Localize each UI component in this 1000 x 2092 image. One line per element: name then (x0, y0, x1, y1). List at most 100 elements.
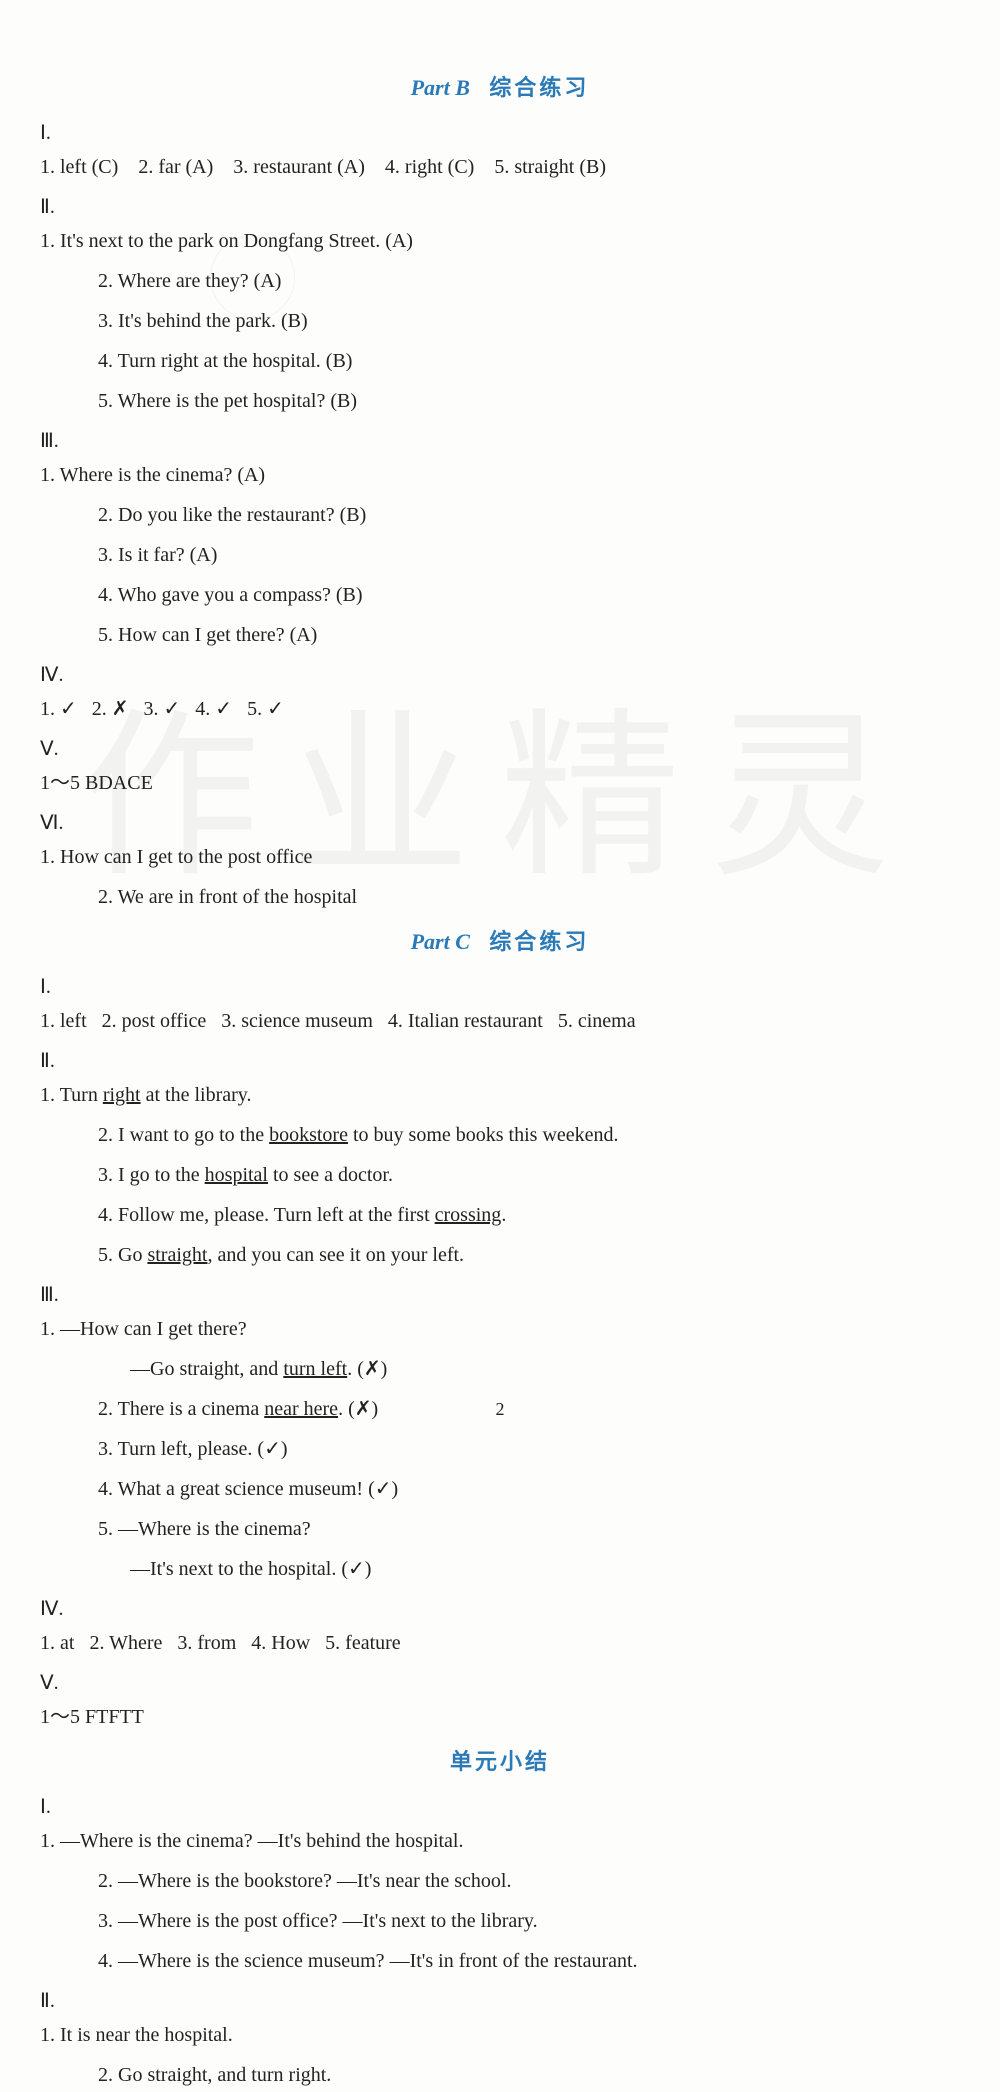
sum-s2-line1: Ⅱ. 1. It is near the hospital. (40, 1984, 960, 2052)
b-s2-i0: 1. It's next to the park on Dongfang Str… (40, 224, 920, 258)
c-s2-i2-u: hospital (205, 1164, 268, 1186)
c-s3-i4b-text: —It's next to the hospital. ( (130, 1558, 348, 1580)
check-icon (164, 698, 181, 720)
c-s2-i3: 4. Follow me, please. Turn left at the f… (98, 1198, 960, 1232)
roman-2: Ⅱ. (40, 190, 76, 224)
b-s1-i2: 3. restaurant (A) (233, 156, 365, 178)
part-b-header: Part B 综合练习 (40, 70, 960, 102)
b-s3-i3: 4. Who gave you a compass? (B) (98, 578, 960, 612)
b-s4-p3: 4. (195, 698, 215, 720)
sum-s1-i0: 1. —Where is the cinema? —It's behind th… (40, 1824, 920, 1858)
c-s3-i0b-post: . ( (347, 1358, 364, 1380)
b-s4-p0: 1. (40, 698, 60, 720)
check-icon (60, 698, 77, 720)
c-s3-i0b: —Go straight, and turn left. () (130, 1352, 960, 1386)
c-roman-5: Ⅴ. (40, 1666, 76, 1700)
c-s4-i1: 2. Where (89, 1632, 162, 1654)
c-s3-i3: 4. What a great science museum! () (98, 1472, 960, 1506)
sum-s1-i3: 4. —Where is the science museum? —It's i… (98, 1944, 960, 1978)
c-s2-i4-u: straight (147, 1244, 207, 1266)
part-c-header: Part C 综合练习 (40, 924, 960, 956)
c-s4-i2: 3. from (177, 1632, 236, 1654)
b-s1-i1: 2. far (A) (138, 156, 213, 178)
c-s4-content: 1. at 2. Where 3. from 4. How 5. feature (40, 1626, 920, 1660)
c-roman-4: Ⅳ. (40, 1592, 76, 1626)
sum-s1-line1: Ⅰ. 1. —Where is the cinema? —It's behind… (40, 1790, 960, 1858)
check-icon (264, 1438, 281, 1460)
sum-roman-2: Ⅱ. (40, 1984, 76, 2018)
c-s3-i0b-pre: —Go straight, and (130, 1358, 283, 1380)
cross-icon (355, 1398, 372, 1420)
c-s3-i2-close: ) (281, 1438, 288, 1460)
c-s3-i1-close: ) (372, 1398, 379, 1420)
check-icon (267, 698, 284, 720)
roman-3: Ⅲ. (40, 424, 76, 458)
b-s1: Ⅰ. 1. left (C) 2. far (A) 3. restaurant … (40, 116, 960, 184)
roman-1: Ⅰ. (40, 116, 76, 150)
sum-s2-i1: 2. Go straight, and turn right. (98, 2058, 960, 2092)
c-s3-i4b-close: ) (365, 1558, 372, 1580)
b-s1-content: 1. left (C) 2. far (A) 3. restaurant (A)… (40, 150, 920, 184)
b-s6-i0: 1. How can I get to the post office (40, 840, 920, 874)
c-s4-i3: 4. How (251, 1632, 310, 1654)
roman-4: Ⅳ. (40, 658, 76, 692)
c-roman-1: Ⅰ. (40, 970, 76, 1004)
c-s5-text: 1～5 FTFTT (40, 1700, 920, 1734)
c-s3-i0a: 1. —How can I get there? (40, 1312, 920, 1346)
b-s3-i4: 5. How can I get there? (A) (98, 618, 960, 652)
summary-cn: 单元小结 (450, 1749, 550, 1774)
check-icon (215, 698, 232, 720)
roman-5: Ⅴ. (40, 732, 76, 766)
c-s2-i1-u: bookstore (269, 1124, 348, 1146)
c-s2-i1-pre: 2. I want to go to the (98, 1124, 269, 1146)
b-s2-i3: 4. Turn right at the hospital. (B) (98, 344, 960, 378)
b-s3-i0: 1. Where is the cinema? (A) (40, 458, 920, 492)
c-s3-i2: 3. Turn left, please. () (98, 1432, 960, 1466)
c-s2-i3-pre: 4. Follow me, please. Turn left at the f… (98, 1204, 435, 1226)
c-s1-content: 1. left 2. post office 3. science museum… (40, 1004, 920, 1038)
c-s2-i3-u: crossing (435, 1204, 502, 1226)
c-s3-i2a: 3. Turn left, please. ( (98, 1438, 264, 1460)
c-s2-i0-post: at the library. (141, 1084, 252, 1106)
c-s2-i0-u: right (103, 1084, 141, 1106)
sum-roman-1: Ⅰ. (40, 1790, 76, 1824)
summary-header: 单元小结 (40, 1744, 960, 1776)
c-s1-i0: 1. left (40, 1010, 87, 1032)
part-b-cn: 综合练习 (489, 75, 589, 100)
c-s3-i1: 2. There is a cinema near here. () (98, 1392, 960, 1426)
sum-s1-i1: 2. —Where is the bookstore? —It's near t… (98, 1864, 960, 1898)
b-s4-p1: 2. (92, 698, 112, 720)
document-content: Part B 综合练习 Ⅰ. 1. left (C) 2. far (A) 3.… (40, 70, 960, 2092)
b-s4-p4: 5. (247, 698, 267, 720)
b-s3-line1: Ⅲ. 1. Where is the cinema? (A) (40, 424, 960, 492)
sum-s2-i0: 1. It is near the hospital. (40, 2018, 920, 2052)
b-s2-line1: Ⅱ. 1. It's next to the park on Dongfang … (40, 190, 960, 258)
b-s3-i2: 3. Is it far? (A) (98, 538, 960, 572)
cross-icon (364, 1358, 381, 1380)
c-s5: Ⅴ. 1～5 FTFTT (40, 1666, 960, 1734)
c-s2-line1: Ⅱ. 1. Turn right at the library. (40, 1044, 960, 1112)
c-s3-i3a: 4. What a great science museum! ( (98, 1478, 375, 1500)
c-s3-i4b: —It's next to the hospital. () (130, 1552, 960, 1586)
sum-s1-i2: 3. —Where is the post office? —It's next… (98, 1904, 960, 1938)
b-s3-i1: 2. Do you like the restaurant? (B) (98, 498, 960, 532)
c-s2-i1: 2. I want to go to the bookstore to buy … (98, 1118, 960, 1152)
c-s3-i1a: 2. There is a cinema (98, 1398, 264, 1420)
c-s4-i4: 5. feature (325, 1632, 401, 1654)
c-s1-i1: 2. post office (102, 1010, 207, 1032)
b-s4-content: 1. 2. 3. 4. 5. (40, 692, 920, 726)
part-b-label: Part B (411, 75, 470, 100)
b-s4: Ⅳ. 1. 2. 3. 4. 5. (40, 658, 960, 726)
c-s3-i0b-u: turn left (283, 1358, 347, 1380)
c-s2-i4: 5. Go straight, and you can see it on yo… (98, 1238, 960, 1272)
c-roman-3: Ⅲ. (40, 1278, 76, 1312)
c-s2-i2-post: to see a doctor. (268, 1164, 393, 1186)
b-s1-i3: 4. right (C) (385, 156, 474, 178)
c-s3-i4a: 5. —Where is the cinema? (98, 1512, 960, 1546)
c-s2-i0-pre: 1. Turn (40, 1084, 103, 1106)
b-s2-i2: 3. It's behind the park. (B) (98, 304, 960, 338)
b-s4-p2: 3. (144, 698, 164, 720)
check-icon (375, 1478, 392, 1500)
check-icon (348, 1558, 365, 1580)
c-s2-i0: 1. Turn right at the library. (40, 1078, 920, 1112)
